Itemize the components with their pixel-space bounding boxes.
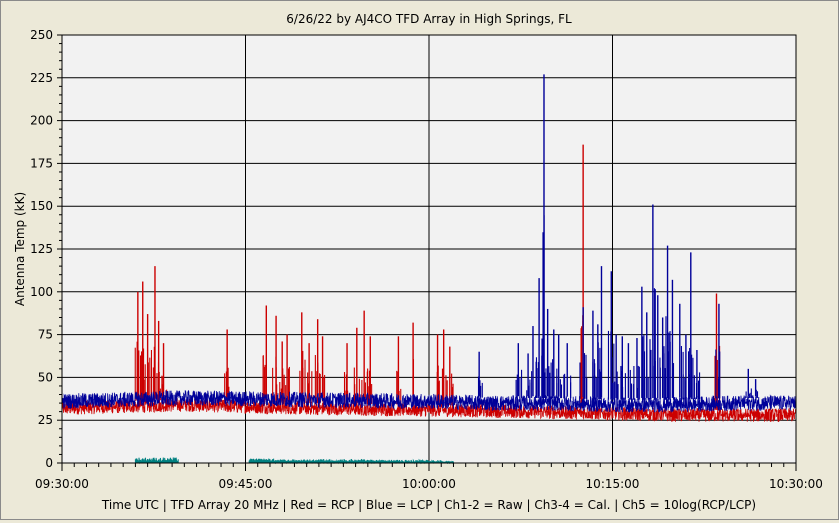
y-tick-label: 150 <box>30 199 53 213</box>
y-tick-label: 100 <box>30 285 53 299</box>
y-tick-label: 200 <box>30 114 53 128</box>
series-ch5 <box>134 457 454 465</box>
series-lcp <box>61 74 797 413</box>
x-tick-label: 10:00:00 <box>402 477 456 491</box>
chart-title: 6/26/22 by AJ4CO TFD Array in High Sprin… <box>286 12 572 26</box>
x-axis-label: Time UTC | TFD Array 20 MHz | Red = RCP … <box>101 498 756 512</box>
y-axis-label: Antenna Temp (kK) <box>13 192 27 306</box>
grid <box>62 35 796 463</box>
ch5-segment <box>248 458 275 463</box>
y-tick-label: 50 <box>38 370 53 384</box>
ch5-segment <box>309 458 372 465</box>
x-tick-label: 09:45:00 <box>219 477 273 491</box>
ch5-segment <box>273 459 311 465</box>
y-tick-label: 25 <box>38 413 53 427</box>
x-tick-label: 09:30:00 <box>35 477 89 491</box>
ch5-segment <box>371 458 442 465</box>
axes: 0 25 50 75 100 125 150 175 200 225 250 09:30:00 09:4… <box>30 28 823 491</box>
y-tick-label: 175 <box>30 156 53 170</box>
series-layer <box>61 74 797 465</box>
x-tick-label: 10:30:00 <box>769 477 823 491</box>
y-tick-label: 0 <box>45 456 53 470</box>
y-tick-label: 225 <box>30 71 53 85</box>
y-tick-label: 75 <box>38 328 53 342</box>
series-noise-trace <box>61 390 797 413</box>
x-tick-label: 10:15:00 <box>586 477 640 491</box>
ch5-segment <box>134 457 179 465</box>
ch5-segment <box>440 460 454 465</box>
y-tick-label: 125 <box>30 242 53 256</box>
y-tick-label: 250 <box>30 28 53 42</box>
